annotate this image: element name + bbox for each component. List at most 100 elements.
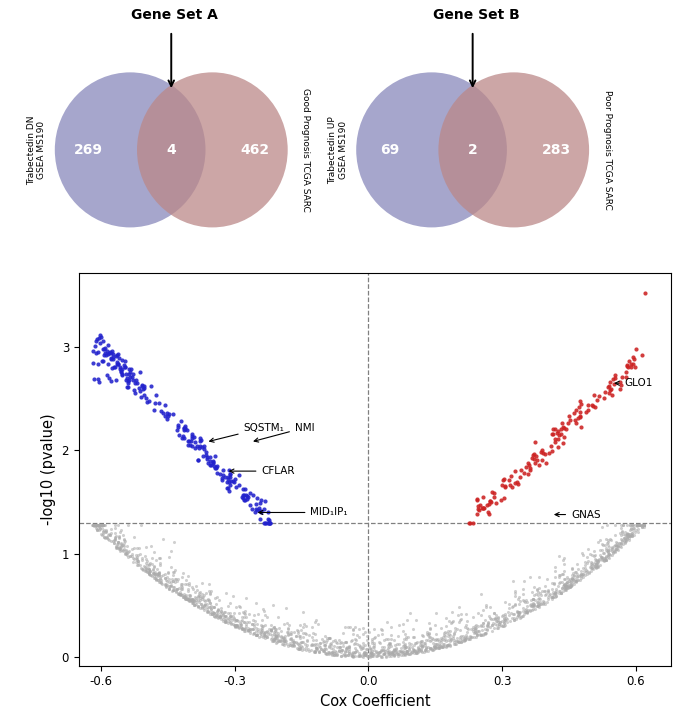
Point	[439, 641, 450, 652]
Point	[292, 643, 303, 654]
Point	[125, 551, 136, 562]
Point	[280, 636, 291, 647]
Point	[527, 586, 538, 598]
Point	[482, 620, 493, 631]
Point	[116, 366, 127, 377]
Point	[117, 539, 128, 551]
Point	[488, 607, 499, 618]
Point	[489, 618, 500, 629]
Point	[594, 549, 605, 561]
Point	[460, 631, 471, 642]
Point	[142, 559, 153, 571]
Point	[460, 634, 471, 646]
Point	[351, 646, 362, 657]
Point	[557, 568, 568, 579]
Point	[622, 533, 633, 544]
Point	[330, 634, 341, 646]
Point	[248, 623, 259, 634]
Point	[436, 633, 447, 644]
Point	[575, 573, 586, 584]
Point	[556, 588, 566, 599]
Point	[109, 527, 120, 539]
Point	[228, 607, 239, 618]
Point	[98, 526, 109, 537]
Point	[559, 566, 570, 577]
Point	[429, 640, 440, 651]
Point	[262, 629, 273, 640]
Point	[521, 606, 532, 617]
Point	[229, 620, 240, 631]
Point	[132, 554, 142, 565]
Point	[510, 588, 521, 599]
Point	[568, 577, 579, 588]
Point	[352, 651, 363, 662]
Point	[88, 519, 99, 530]
Point	[266, 620, 277, 631]
Point	[346, 635, 357, 646]
Point	[395, 642, 406, 653]
Point	[168, 569, 179, 580]
Point	[238, 616, 249, 627]
Point	[379, 645, 390, 656]
Point	[497, 615, 508, 627]
Point	[416, 640, 427, 651]
Point	[564, 581, 575, 593]
Point	[379, 634, 390, 646]
Point	[510, 613, 521, 624]
Point	[386, 646, 397, 657]
Point	[264, 517, 275, 528]
Point	[424, 629, 435, 640]
Point	[211, 612, 222, 623]
Point	[601, 554, 612, 566]
Point	[94, 338, 105, 349]
Point	[625, 519, 636, 530]
Point	[365, 648, 376, 659]
Point	[599, 552, 610, 564]
Point	[153, 552, 164, 564]
Point	[290, 636, 301, 648]
Point	[442, 639, 453, 651]
Point	[219, 611, 229, 622]
Point	[395, 646, 406, 657]
Point	[411, 636, 422, 647]
Point	[279, 635, 290, 646]
Point	[224, 468, 235, 479]
Point	[560, 584, 571, 595]
Point	[204, 606, 215, 617]
Point	[363, 640, 374, 651]
Point	[556, 587, 566, 598]
Point	[492, 622, 503, 634]
Point	[177, 433, 188, 444]
Point	[590, 401, 601, 413]
Point	[603, 544, 614, 556]
Point	[240, 619, 251, 630]
Point	[321, 632, 332, 644]
Point	[229, 620, 240, 632]
Point	[549, 587, 560, 598]
Point	[569, 576, 580, 587]
Point	[306, 639, 317, 650]
Point	[212, 606, 223, 617]
Point	[92, 374, 103, 385]
Point	[512, 606, 523, 617]
Point	[447, 606, 458, 617]
Point	[164, 552, 175, 563]
Point	[166, 545, 177, 556]
Point	[462, 633, 473, 644]
Point	[441, 620, 452, 632]
Point	[108, 351, 119, 362]
Point	[223, 600, 234, 612]
Point	[112, 359, 123, 370]
Point	[95, 528, 106, 539]
Point	[179, 422, 190, 433]
Point	[582, 399, 593, 411]
Point	[569, 570, 580, 581]
Point	[378, 641, 389, 653]
Point	[603, 537, 614, 548]
Point	[155, 406, 166, 417]
Point	[441, 641, 452, 652]
Point	[265, 633, 276, 644]
Point	[344, 644, 355, 655]
Point	[527, 600, 538, 612]
Point	[567, 570, 578, 581]
